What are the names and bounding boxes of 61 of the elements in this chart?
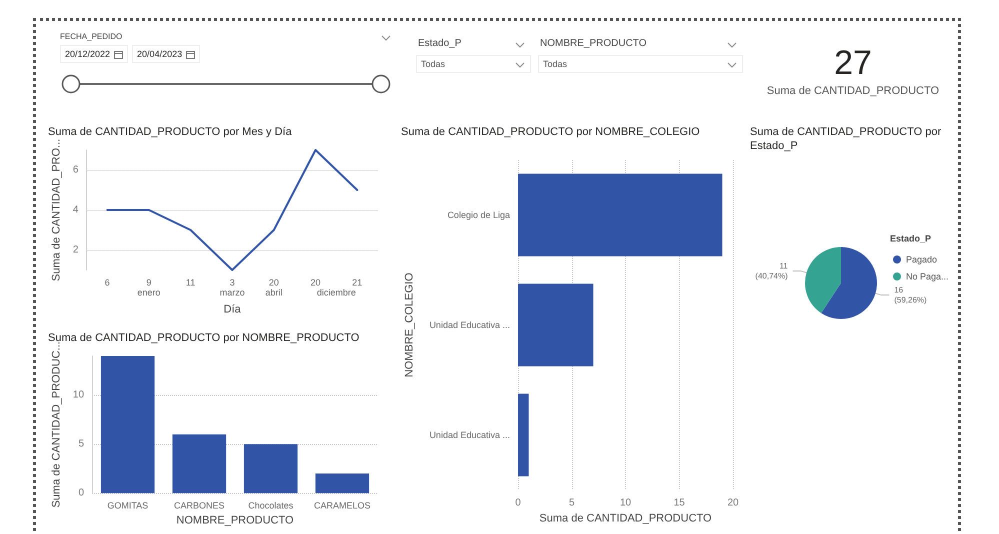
x-tick-label: 20	[727, 498, 739, 508]
bar	[518, 284, 594, 366]
x-tick-label: 0	[515, 498, 522, 508]
y-axis-title: NOMBRE_COLEGIO	[404, 272, 416, 378]
text: Todas	[416, 55, 531, 73]
chart-title: Suma de CANTIDAD_PRODUCTO por Mes y Día	[48, 126, 293, 138]
x-tick-label: 6	[104, 278, 110, 288]
bar	[172, 434, 226, 494]
y-tick-label: 10	[72, 390, 84, 401]
chart-title: Suma de CANTIDAD_PRODUCTO por Estado_P	[750, 126, 944, 152]
x-axis-title: Día	[224, 304, 242, 316]
y-tick-label: Unidad Educativa ...	[429, 320, 510, 330]
text: NOMBRE_PRODUCTO	[540, 38, 648, 49]
y-tick-label: 6	[72, 164, 79, 176]
bar	[244, 444, 298, 494]
x-tick-label: 21	[352, 278, 362, 288]
chart-title: Suma de CANTIDAD_PRODUCTO por NOMBRE_PRODUCTO	[48, 332, 360, 344]
text: Suma de CANTIDAD_PRODUCTO	[766, 85, 940, 97]
bar	[518, 394, 529, 476]
y-tick-label: 2	[72, 244, 79, 256]
legend-label: Pagado	[906, 254, 938, 264]
y-tick-label: Colegio de Liga	[447, 210, 510, 220]
x-tick-label: 20	[268, 278, 279, 288]
data-label: 16 (59,26%)	[894, 286, 928, 305]
chart-title: Suma de CANTIDAD_PRODUCTO por NOMBRE_COLEGIO	[401, 126, 700, 138]
y-tick-label: 4	[72, 204, 79, 216]
text: abril	[265, 288, 282, 298]
text: 20/12/2022	[60, 45, 128, 63]
x-tick-label: 5	[568, 498, 575, 508]
text: Estado_P	[418, 38, 462, 49]
text: diciembre	[316, 288, 356, 298]
bar	[100, 356, 155, 494]
legend-label: No Paga...	[906, 272, 949, 282]
x-tick-label: 15	[674, 498, 686, 508]
x-tick-label: GOMITAS	[107, 500, 148, 511]
x-tick-label: 11	[186, 278, 196, 288]
y-axis-title: Suma de CANTIDAD_PRODUC...	[50, 341, 62, 508]
y-tick-label: 0	[78, 488, 84, 499]
x-axis-title: Suma de CANTIDAD_PRODUCTO	[539, 512, 712, 524]
text: enero	[137, 288, 160, 298]
x-tick-label: 3	[230, 278, 235, 288]
line-series	[106, 149, 358, 271]
x-tick-label: 10	[620, 498, 632, 508]
y-axis-title: Suma de CANTIDAD_PRO...	[50, 138, 62, 282]
x-tick-label: 20	[310, 278, 321, 288]
y-tick-label: Unidad Educativa ...	[429, 430, 510, 440]
data-label: 11 (40,74%)	[755, 261, 788, 280]
x-axis-title: NOMBRE_PRODUCTO	[176, 514, 294, 526]
text: marzo	[220, 288, 245, 298]
x-tick-label: CARBONES	[174, 500, 225, 511]
legend-title: Estado_P	[890, 234, 932, 244]
x-tick-label: 9	[146, 278, 152, 288]
text: Todas	[538, 55, 743, 73]
y-tick-label: 5	[78, 438, 84, 450]
text: FECHA_PEDIDO	[60, 32, 124, 41]
text: 20/04/2023	[132, 45, 200, 63]
bar	[315, 474, 370, 494]
x-tick-label: CARAMELOS	[314, 500, 371, 511]
text: 27	[833, 43, 873, 83]
bar	[518, 174, 722, 256]
x-tick-label: Chocolates	[248, 500, 294, 511]
